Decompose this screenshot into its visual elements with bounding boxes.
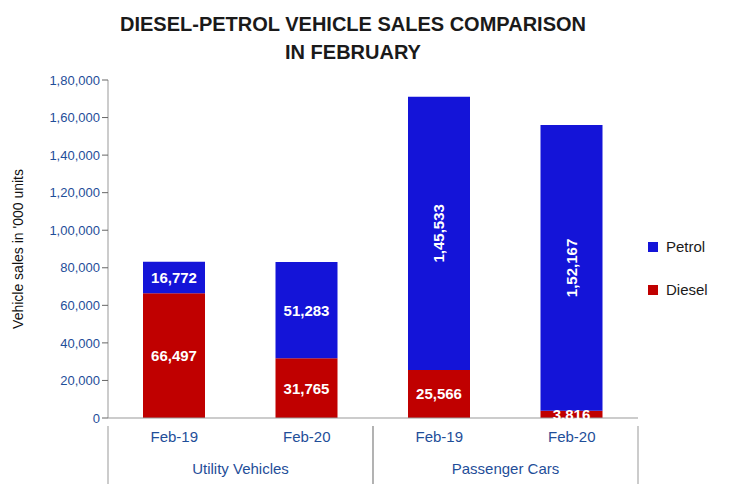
svg-text:1,80,000: 1,80,000 xyxy=(49,73,100,88)
svg-text:Vehicle sales in '000 units: Vehicle sales in '000 units xyxy=(10,169,26,329)
html-text:DIESEL-PETROL VEHICLE SALES CO: DIESEL-PETROL VEHICLE SALES COMPARISON I… xyxy=(120,13,586,63)
svg-text:Feb-19: Feb-19 xyxy=(415,428,463,445)
svg-text:Feb-20: Feb-20 xyxy=(283,428,331,445)
svg-text:3,816: 3,816 xyxy=(553,406,591,423)
svg-text:1,60,000: 1,60,000 xyxy=(49,110,100,125)
svg-text:Passenger Cars: Passenger Cars xyxy=(452,460,560,477)
svg-text:66,497: 66,497 xyxy=(151,347,197,364)
svg-text:31,765: 31,765 xyxy=(284,380,330,397)
svg-text:60,000: 60,000 xyxy=(60,298,100,313)
svg-text:Feb-19: Feb-19 xyxy=(150,428,198,445)
svg-text:Utility Vehicles: Utility Vehicles xyxy=(192,460,289,477)
svg-text:40,000: 40,000 xyxy=(60,336,100,351)
html-text:Diesel: Diesel xyxy=(666,281,708,298)
svg-text:25,566: 25,566 xyxy=(416,385,462,402)
svg-text:20,000: 20,000 xyxy=(60,373,100,388)
svg-text:0: 0 xyxy=(93,411,100,426)
svg-text:1,45,533: 1,45,533 xyxy=(431,204,448,262)
svg-text:1,40,000: 1,40,000 xyxy=(49,148,100,163)
html-text:Petrol: Petrol xyxy=(666,238,706,255)
svg-text:1,20,000: 1,20,000 xyxy=(49,185,100,200)
svg-text:80,000: 80,000 xyxy=(60,260,100,275)
svg-text:16,772: 16,772 xyxy=(151,269,197,286)
svg-text:1,52,167: 1,52,167 xyxy=(563,239,580,297)
svg-text:Feb-20: Feb-20 xyxy=(548,428,596,445)
svg-text:1,00,000: 1,00,000 xyxy=(49,223,100,238)
svg-text:51,283: 51,283 xyxy=(284,302,330,319)
